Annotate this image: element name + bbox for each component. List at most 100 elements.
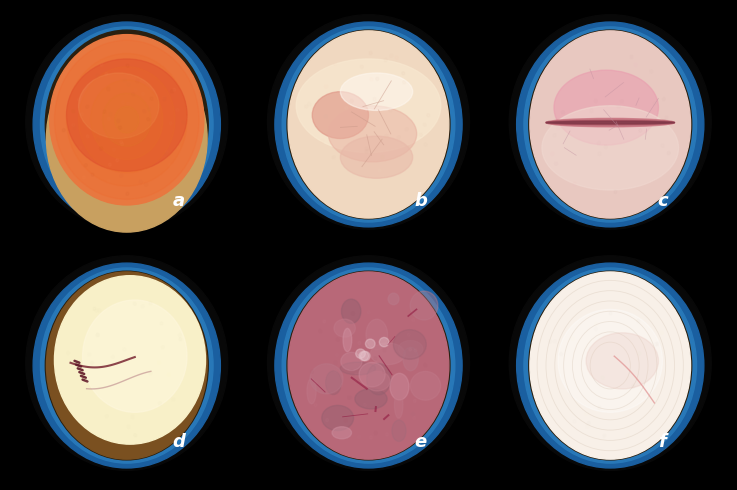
Ellipse shape [383,348,386,352]
Ellipse shape [352,312,354,315]
Ellipse shape [46,271,208,460]
Ellipse shape [358,341,361,344]
Ellipse shape [398,309,401,313]
Ellipse shape [319,329,321,333]
Ellipse shape [380,338,389,347]
Ellipse shape [307,378,316,404]
Ellipse shape [120,141,123,144]
Ellipse shape [546,119,674,127]
Ellipse shape [79,73,159,139]
Ellipse shape [326,418,329,422]
Ellipse shape [366,319,388,350]
Ellipse shape [119,174,122,177]
Ellipse shape [165,150,168,153]
Ellipse shape [147,118,150,121]
Ellipse shape [344,419,347,422]
Ellipse shape [334,319,355,337]
Ellipse shape [328,389,330,392]
Ellipse shape [529,30,691,219]
Ellipse shape [340,384,343,387]
Ellipse shape [134,89,137,92]
Ellipse shape [186,116,189,119]
Ellipse shape [108,163,111,166]
Ellipse shape [349,396,352,400]
Ellipse shape [334,361,337,365]
Ellipse shape [287,271,450,460]
Ellipse shape [408,333,410,337]
Ellipse shape [374,357,377,360]
Ellipse shape [323,320,326,323]
Ellipse shape [340,352,362,370]
Ellipse shape [177,147,180,149]
Ellipse shape [55,40,199,199]
Ellipse shape [413,399,416,402]
Ellipse shape [396,381,399,385]
Ellipse shape [546,120,674,125]
Ellipse shape [66,59,187,171]
Ellipse shape [296,59,441,152]
Ellipse shape [385,433,388,436]
Ellipse shape [86,135,89,138]
Text: e: e [415,433,427,451]
Ellipse shape [343,363,346,366]
Ellipse shape [91,80,163,160]
Ellipse shape [336,338,339,341]
Ellipse shape [322,405,354,431]
Ellipse shape [530,272,691,459]
Ellipse shape [524,268,696,463]
Text: c: c [657,192,668,210]
Text: b: b [414,192,427,210]
Ellipse shape [315,381,318,384]
Ellipse shape [170,90,173,93]
Ellipse shape [275,22,462,227]
Ellipse shape [169,163,171,167]
Ellipse shape [116,159,119,162]
Ellipse shape [119,126,122,129]
Ellipse shape [414,349,417,352]
Ellipse shape [422,385,425,388]
Ellipse shape [335,353,338,357]
Ellipse shape [411,291,438,320]
Ellipse shape [379,322,382,325]
Ellipse shape [524,27,696,222]
Ellipse shape [46,30,208,219]
Ellipse shape [558,309,663,412]
Ellipse shape [586,333,658,389]
Ellipse shape [509,15,711,229]
Ellipse shape [107,87,110,91]
Ellipse shape [71,110,74,113]
Ellipse shape [96,74,99,77]
Ellipse shape [46,272,207,459]
Ellipse shape [176,108,179,111]
Ellipse shape [314,404,317,407]
Ellipse shape [26,256,228,470]
Ellipse shape [334,369,337,372]
Ellipse shape [121,143,124,146]
Ellipse shape [359,363,385,387]
Ellipse shape [554,70,658,145]
Ellipse shape [312,92,368,139]
Ellipse shape [111,139,113,142]
Ellipse shape [282,27,455,222]
Ellipse shape [370,436,372,439]
Ellipse shape [340,136,413,178]
Ellipse shape [126,64,129,67]
Ellipse shape [103,110,106,113]
Ellipse shape [85,164,87,167]
Ellipse shape [411,413,414,416]
Ellipse shape [374,431,377,435]
Ellipse shape [143,110,146,113]
Ellipse shape [173,88,175,91]
Ellipse shape [268,256,469,470]
Ellipse shape [169,122,172,125]
Ellipse shape [350,370,353,373]
Ellipse shape [26,15,228,229]
Ellipse shape [83,300,187,412]
Ellipse shape [517,263,704,468]
Ellipse shape [122,101,125,104]
Ellipse shape [326,371,341,394]
Ellipse shape [529,271,691,460]
Ellipse shape [99,147,102,150]
Ellipse shape [127,102,130,105]
Ellipse shape [318,409,321,412]
